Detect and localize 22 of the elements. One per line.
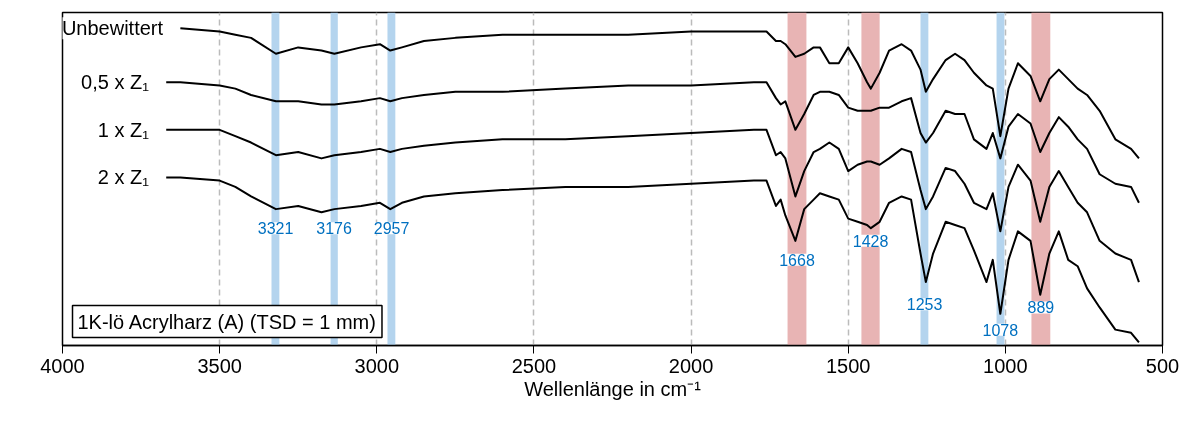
series-label: 2 x Z₁	[97, 166, 150, 189]
series-label: 1 x Z₁	[97, 118, 150, 141]
x-tick-label: 4000	[40, 354, 85, 377]
annotation: 1253	[906, 296, 943, 314]
series-label: Unbewittert	[61, 17, 164, 40]
x-tick-label: 1500	[825, 354, 871, 377]
x-tick-label: 1000	[983, 354, 1028, 377]
annotation: 1078	[982, 321, 1019, 339]
annotation: 2957	[373, 220, 410, 238]
annotation: 1668	[779, 251, 815, 269]
x-tick-label: 3500	[197, 354, 242, 377]
x-tick-label: 500	[1145, 354, 1180, 377]
series-label: 0,5 x Z₁	[81, 71, 150, 94]
x-tick-label: 3000	[354, 354, 400, 377]
annotation: 3321	[257, 220, 294, 238]
annotation: 1K-lö Acrylharz (A) (TSD = 1 mm)	[77, 310, 376, 333]
annotation: 3176	[316, 220, 352, 238]
annotation: 1428	[852, 232, 889, 250]
annotation: 889	[1027, 299, 1055, 317]
x-tick-label: 2000	[668, 354, 714, 377]
x-axis-title: Wellenlänge in cm⁻¹	[524, 377, 702, 400]
x-tick-label: 2500	[511, 354, 557, 377]
